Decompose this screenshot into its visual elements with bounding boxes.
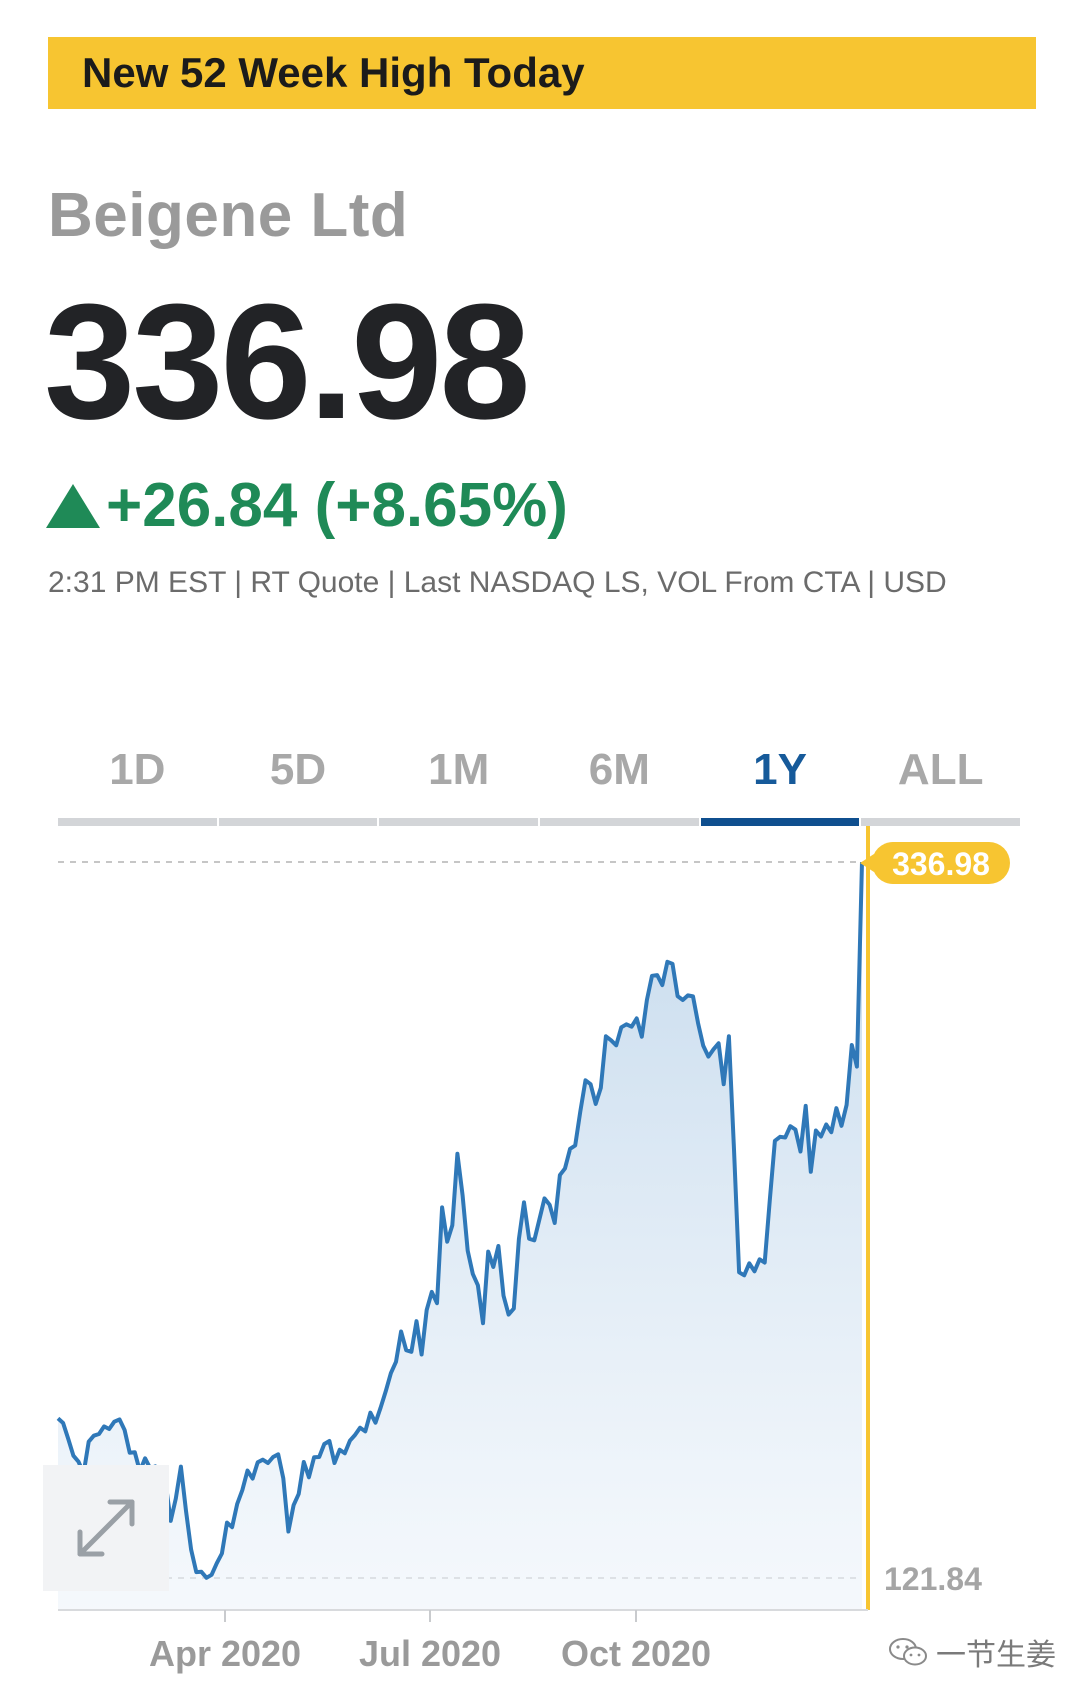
wechat-icon <box>889 1638 927 1666</box>
tab-5d[interactable]: 5D <box>218 740 378 826</box>
price-area <box>58 862 862 1610</box>
price-change: +26.84 (+8.65%) <box>46 470 568 541</box>
price-chart[interactable]: 336.98 121.84 Apr 2020 Jul 2020 Oct 2020 <box>0 826 1080 1686</box>
tab-1m[interactable]: 1M <box>379 740 539 826</box>
tab-1y[interactable]: 1Y <box>700 740 860 826</box>
low-price-label: 121.84 <box>884 1561 982 1597</box>
x-tick-label-oct: Oct 2020 <box>561 1633 711 1674</box>
high-price-tag: 336.98 <box>860 842 1010 884</box>
expand-chart-button[interactable] <box>43 1465 169 1591</box>
price-line <box>56 861 864 1580</box>
watermark: 一节生姜 <box>888 1630 1056 1674</box>
quote-meta: 2:31 PM EST | RT Quote | Last NASDAQ LS,… <box>48 566 947 599</box>
high-price-label: 336.98 <box>892 846 990 882</box>
x-axis-ticks <box>224 1610 637 1622</box>
company-name: Beigene Ltd <box>48 181 409 250</box>
banner-text: New 52 Week High Today <box>82 49 585 96</box>
x-tick-label-apr: Apr 2020 <box>149 1633 301 1674</box>
expand-arrows-icon <box>77 1499 135 1557</box>
tab-6m[interactable]: 6M <box>540 740 699 826</box>
tab-1d[interactable]: 1D <box>58 740 217 826</box>
price-change-text: +26.84 (+8.65%) <box>106 471 568 540</box>
x-tick-label-jul: Jul 2020 <box>359 1633 501 1674</box>
new-high-banner: New 52 Week High Today <box>48 37 1036 109</box>
timeframe-tabs: 1D 5D 1M 6M 1Y ALL <box>58 740 1021 826</box>
tab-all[interactable]: ALL <box>861 740 1021 826</box>
up-triangle-icon <box>46 483 100 528</box>
watermark-text: 一节生姜 <box>936 1638 1056 1673</box>
last-price: 336.98 <box>44 270 531 453</box>
